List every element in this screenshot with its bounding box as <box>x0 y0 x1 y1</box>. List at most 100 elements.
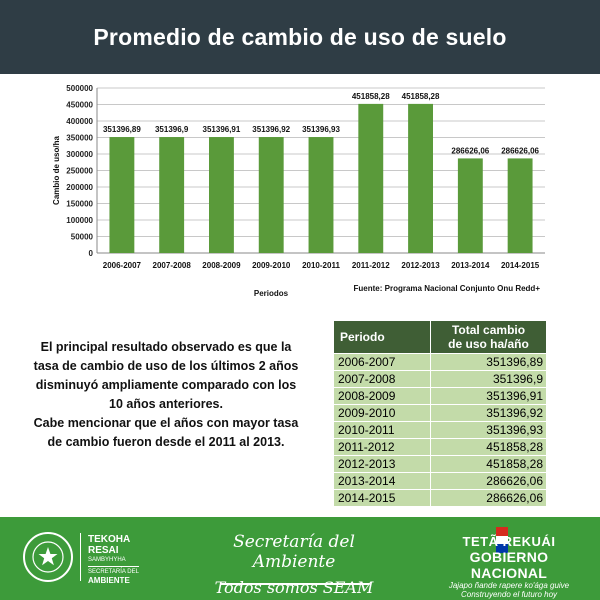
y-tick-label: 350000 <box>66 134 93 143</box>
summary-line: de cambio fueron desde el 2011 al 2013. <box>47 435 285 449</box>
y-tick-label: 0 <box>89 249 94 258</box>
table-row: 2013-2014 286626,06 <box>333 472 547 490</box>
x-tick-label: 2009-2010 <box>252 261 291 270</box>
table-row: 2012-2013 451858,28 <box>333 455 547 473</box>
period-cell: 2009-2010 <box>333 404 431 422</box>
data-label: 451858,28 <box>352 92 390 101</box>
bar <box>308 137 334 253</box>
table-row: 2014-2015 286626,06 <box>333 489 547 507</box>
value-cell: 351396,89 <box>430 353 547 371</box>
total-header: Total cambio de uso ha/año <box>430 320 547 354</box>
period-cell: 2011-2012 <box>333 438 431 456</box>
x-tick-label: 2014-2015 <box>501 261 540 270</box>
teta-rekuai-text: TETÃ REKUÁI <box>462 534 556 549</box>
period-cell: 2010-2011 <box>333 421 431 439</box>
total-header-line2: de uso ha/año <box>448 337 529 351</box>
gobierno-tagline-es: Construyendo el futuro hoy <box>460 590 558 599</box>
page-title: Promedio de cambio de uso de suelo <box>93 23 507 50</box>
bar <box>507 158 533 253</box>
bar <box>159 137 185 253</box>
x-tick-label: 2013-2014 <box>451 261 490 270</box>
period-cell: 2014-2015 <box>333 489 431 507</box>
value-cell: 451858,28 <box>430 438 547 456</box>
data-table: Periodo Total cambio de uso ha/año 2006-… <box>333 320 547 507</box>
resai-text: RESAI <box>88 545 119 556</box>
gobierno-nacional-logo: TETÃ REKUÁI GOBIERNO NACIONAL Jajapo ñan… <box>434 534 584 599</box>
period-cell: 2008-2009 <box>333 387 431 405</box>
ministry-logo-text: TEKOHA RESAI SAMBYHYHA SECRETARÍA DEL AM… <box>88 534 139 586</box>
bar <box>109 137 135 253</box>
summary-line: El principal resultado observado es que … <box>40 340 292 354</box>
seam-slogan: Todos somos SEAM <box>214 578 374 597</box>
summary-line: disminuyó ampliamente comparado con los <box>35 378 297 392</box>
value-cell: 351396,92 <box>430 404 547 422</box>
bar <box>457 158 483 253</box>
period-cell: 2012-2013 <box>333 455 431 473</box>
data-label: 351396,9 <box>155 125 189 134</box>
x-tick-label: 2007-2008 <box>153 261 192 270</box>
ambiente-small-text: AMBIENTE <box>88 576 130 585</box>
period-cell: 2006-2007 <box>333 353 431 371</box>
value-cell: 286626,06 <box>430 472 547 490</box>
table-row: 2007-2008 351396,9 <box>333 370 547 388</box>
bar <box>209 137 234 253</box>
value-cell: 286626,06 <box>430 489 547 507</box>
x-tick-label: 2006-2007 <box>103 261 142 270</box>
footer-divider <box>80 533 81 581</box>
y-tick-label: 450000 <box>66 101 93 110</box>
secretaria-title: Secretaría del Ambiente <box>233 532 355 572</box>
data-label: 351396,89 <box>103 125 141 134</box>
tekoha-text: TEKOHA <box>88 534 131 545</box>
data-label: 351396,92 <box>252 125 290 134</box>
slogan-underline <box>220 583 370 585</box>
table-header-row: Periodo Total cambio de uso ha/año <box>333 320 547 354</box>
summary-line: 10 años anteriores. <box>109 397 223 411</box>
y-tick-label: 500000 <box>66 84 93 93</box>
source-note: Fuente: Programa Nacional Conjunto Onu R… <box>354 284 541 293</box>
table-row: 2010-2011 351396,93 <box>333 421 547 439</box>
x-tick-label: 2008-2009 <box>202 261 241 270</box>
period-cell: 2013-2014 <box>333 472 431 490</box>
bar-chart: 0 50000 100000 150000 200000 250000 300000 3500… <box>52 84 545 298</box>
flag-icon <box>496 527 508 553</box>
value-cell: 451858,28 <box>430 455 547 473</box>
value-cell: 351396,9 <box>430 370 547 388</box>
gobierno-tagline-guarani: Jajapo ñande rapere ko'ága guive <box>448 581 570 590</box>
table-row: 2006-2007 351396,89 <box>333 353 547 371</box>
total-header-line1: Total cambio <box>451 323 526 337</box>
period-cell: 2007-2008 <box>333 370 431 388</box>
data-label: 351396,91 <box>203 125 241 134</box>
gobierno-nacional-text: GOBIERNO NACIONAL <box>469 549 549 581</box>
footer-bar: TEKOHA RESAI SAMBYHYHA SECRETARÍA DEL AM… <box>0 517 600 600</box>
data-label: 286626,06 <box>501 146 539 155</box>
bar <box>408 103 433 253</box>
y-tick-label: 250000 <box>66 167 93 176</box>
y-tick-label: 100000 <box>66 216 93 225</box>
summary-line: Cabe mencionar que el años con mayor tas… <box>33 416 299 430</box>
summary-text: El principal resultado observado es que … <box>16 338 316 452</box>
x-tick-label: 2011-2012 <box>352 261 390 270</box>
y-tick-label: 150000 <box>66 200 93 209</box>
x-tick-label: 2012-2013 <box>401 261 440 270</box>
table-row: 2009-2010 351396,92 <box>333 404 547 422</box>
data-label: 351396,93 <box>302 125 340 134</box>
data-label: 286626,06 <box>451 146 489 155</box>
summary-line: tasa de cambio de uso de los últimos 2 a… <box>33 359 299 373</box>
y-tick-label: 300000 <box>66 150 93 159</box>
value-cell: 351396,91 <box>430 387 547 405</box>
header-bar: Promedio de cambio de uso de suelo <box>0 0 600 74</box>
table-row: 2011-2012 451858,28 <box>333 438 547 456</box>
y-axis-title: Cambio de uso/ha <box>52 136 61 205</box>
x-tick-label: 2010-2011 <box>302 261 340 270</box>
period-header: Periodo <box>333 320 431 354</box>
seam-brand: Secretaría del Ambiente Todos somos SEAM <box>196 532 392 597</box>
y-tick-label: 50000 <box>71 233 94 242</box>
y-tick-label: 400000 <box>66 117 93 126</box>
y-tick-label: 200000 <box>66 183 93 192</box>
value-cell: 351396,93 <box>430 421 547 439</box>
republic-seal-icon <box>23 532 73 582</box>
data-label: 451858,28 <box>402 92 440 101</box>
secretaria-small-text: SECRETARÍA DEL <box>88 569 139 575</box>
x-axis-title: Periodos <box>254 289 289 298</box>
sambyhyha-text: SAMBYHYHA <box>88 556 139 567</box>
